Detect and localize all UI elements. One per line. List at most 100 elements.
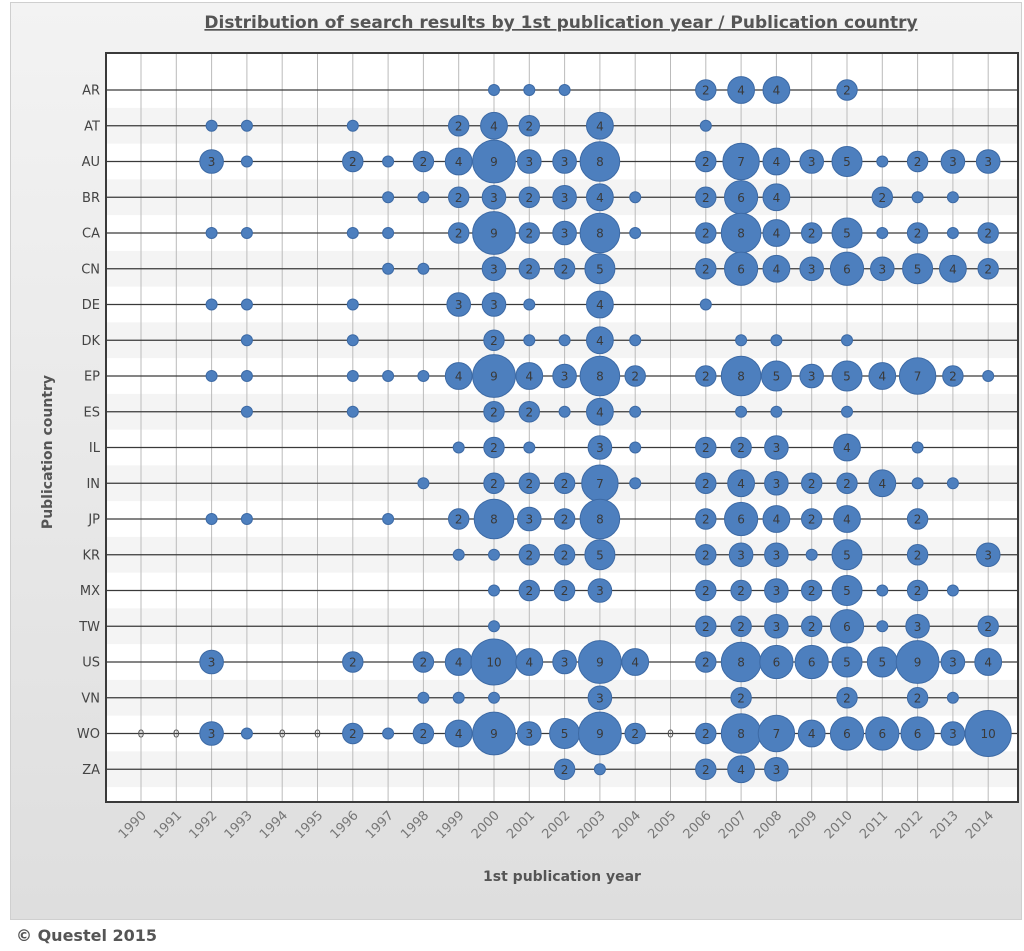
bubble-label-AR-2007: 4 xyxy=(737,84,745,98)
bubble-EP-2006 xyxy=(695,365,717,387)
bubble-label-MX-2003: 3 xyxy=(596,584,604,598)
bubble-AU-2006 xyxy=(695,150,717,173)
chart-title: Distribution of search results by 1st pu… xyxy=(204,13,917,33)
bubble-label-TW-2010: 6 xyxy=(843,620,851,634)
bubble-label-US-1998: 2 xyxy=(420,656,428,670)
bubble-label-DK-2003: 4 xyxy=(596,334,604,348)
bubble-AU-1993 xyxy=(240,155,253,168)
country-labels: AR AT AU BR CA CN DE DK EP ES IL IN JP KR MX TW US VN WO ZA xyxy=(77,84,101,778)
bubble-AU-2010 xyxy=(831,146,863,177)
year-label-1992: 1992 xyxy=(186,808,220,842)
bubble-MX-2008 xyxy=(764,578,789,603)
bubble-WO-2009 xyxy=(797,719,826,748)
bubble-label-VN-2003: 3 xyxy=(596,691,604,705)
bubble-label-WO-2001: 3 xyxy=(525,727,533,741)
bubble-US-2004 xyxy=(621,648,650,676)
bubble-label-EP-2002: 3 xyxy=(561,370,569,384)
bubble-AR-2007 xyxy=(727,76,755,104)
bubble-label-CA-2006: 2 xyxy=(702,227,710,241)
bubble-label-IL-2006: 2 xyxy=(702,441,710,455)
bubble-CN-2010 xyxy=(829,251,865,286)
bubble-label-IN-2009: 2 xyxy=(808,477,816,491)
bubble-IN-2008 xyxy=(764,470,789,496)
bubble-AR-2001 xyxy=(523,84,536,96)
bubble-JP-1993 xyxy=(240,513,253,525)
bubble-label-JP-2010: 4 xyxy=(843,513,851,527)
bubble-US-2014 xyxy=(974,648,1003,676)
bubble-WO-2011 xyxy=(865,716,900,751)
bubble-label-MX-2002: 2 xyxy=(561,584,569,598)
bubble-IL-1999 xyxy=(452,441,465,454)
year-label-2005: 2005 xyxy=(645,808,679,842)
bubble-AT-2003 xyxy=(586,111,614,140)
bubble-KR-2009 xyxy=(805,548,818,561)
bubble-label-WO-2013: 3 xyxy=(949,727,957,741)
bubble-KR-2006 xyxy=(695,544,717,566)
bubble-label-CA-2001: 2 xyxy=(525,227,533,241)
bubble-WO-2012 xyxy=(900,716,935,751)
bubble-KR-2008 xyxy=(764,542,789,568)
year-label-1994: 1994 xyxy=(257,808,291,842)
bubble-label-AU-2013: 3 xyxy=(949,155,957,169)
bubble-label-ZA-2007: 4 xyxy=(737,763,745,777)
bubble-AU-2007 xyxy=(722,142,760,181)
bubble-label-WO-1999: 4 xyxy=(455,727,463,741)
bubble-US-2008 xyxy=(759,644,794,680)
bubble-KR-2007 xyxy=(728,542,754,568)
bubble-label-WO-2000: 9 xyxy=(490,727,498,741)
bubble-label-WO-1995: 0 xyxy=(314,728,321,741)
bubble-label-IL-2007: 2 xyxy=(737,441,745,455)
bubble-EP-2007 xyxy=(720,355,762,397)
bubble-WO-1998 xyxy=(412,722,435,745)
bubble-IN-2013 xyxy=(946,477,959,490)
bubble-TW-2011 xyxy=(876,620,889,633)
bubble-TW-2010 xyxy=(829,609,865,644)
bubble-CA-2002 xyxy=(552,220,577,246)
bubble-DE-1996 xyxy=(346,298,359,311)
bubble-label-US-2013: 3 xyxy=(949,656,957,670)
country-label-TW: TW xyxy=(78,620,100,635)
bubble-AT-1999 xyxy=(448,115,470,137)
bubble-label-KR-2012: 2 xyxy=(914,548,922,562)
bubble-label-AU-2003: 8 xyxy=(596,155,604,169)
bubble-label-EP-2006: 2 xyxy=(702,370,710,384)
bubble-label-US-2001: 4 xyxy=(525,656,533,670)
country-label-DE: DE xyxy=(82,298,100,313)
bubble-label-IN-2001: 2 xyxy=(525,477,533,491)
bubble-TW-2000 xyxy=(488,620,500,633)
bubble-EP-1998 xyxy=(417,370,430,382)
bubble-DE-2003 xyxy=(586,290,614,319)
bubble-label-WO-2009: 4 xyxy=(808,727,816,741)
year-label-2008: 2008 xyxy=(751,808,785,842)
bubble-label-DE-1999: 3 xyxy=(455,298,463,312)
bubble-JP-2006 xyxy=(695,508,717,530)
bubble-DK-1996 xyxy=(346,334,359,347)
bubble-US-2003 xyxy=(578,640,622,684)
bubble-label-IN-2008: 3 xyxy=(773,477,781,491)
bubble-label-US-1996: 2 xyxy=(349,656,357,670)
bubble-label-EP-2003: 8 xyxy=(596,370,604,384)
bubble-label-WO-2014: 10 xyxy=(981,727,996,741)
bubble-WO-1997 xyxy=(382,727,395,740)
bubble-label-WO-2011: 6 xyxy=(878,727,886,741)
bubble-label-WO-1996: 2 xyxy=(349,727,357,741)
bubble-label-AT-2003: 4 xyxy=(596,119,604,133)
bubble-CN-2011 xyxy=(870,256,895,282)
country-label-CN: CN xyxy=(81,262,100,277)
bubble-JP-2007 xyxy=(724,501,759,537)
bubble-label-US-2007: 8 xyxy=(737,656,745,670)
bubble-IN-1998 xyxy=(417,477,430,490)
year-label-2009: 2009 xyxy=(787,808,821,842)
bubble-label-VN-2012: 2 xyxy=(914,691,922,705)
bubble-AT-2001 xyxy=(518,115,540,137)
bubble-KR-2002 xyxy=(553,544,576,566)
bubble-VN-2010 xyxy=(836,687,858,709)
bubble-BR-2013 xyxy=(946,191,959,204)
bubble-label-IN-2000: 2 xyxy=(490,477,498,491)
bubble-BR-1999 xyxy=(448,186,470,208)
bubbles: 2 4 4 2 2 4 2 4 3 2 2 4 9 3 3 8 2 7 4 3 5 2 3 3 2 3 2 3 4 2 6 4 2 2 9 2 3 8 2 8… xyxy=(138,76,1012,784)
bubble-AU-2012 xyxy=(906,150,929,173)
bubble-MX-2007 xyxy=(730,579,752,602)
bubble-AU-2008 xyxy=(762,147,791,176)
bubble-label-BR-1999: 2 xyxy=(455,191,463,205)
